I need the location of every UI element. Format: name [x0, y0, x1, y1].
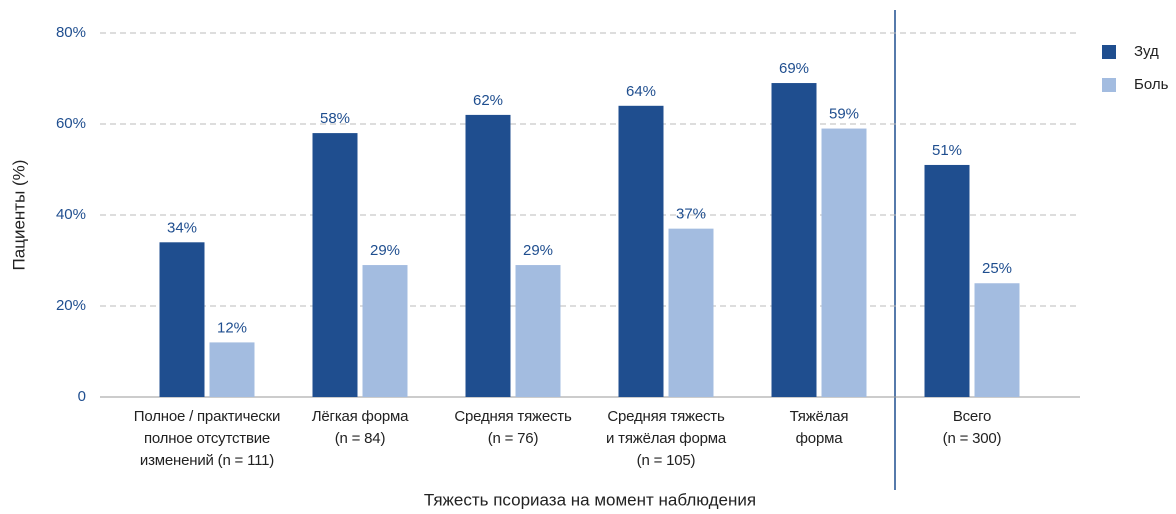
y-tick-label: 0: [78, 388, 86, 405]
value-label: 29%: [523, 242, 553, 259]
y-axis-label: Пациенты (%): [9, 160, 28, 271]
value-label: 62%: [473, 92, 503, 109]
bar: [362, 265, 408, 397]
value-label: 58%: [320, 110, 350, 127]
x-tick-label: Лёгкая форма (n = 84): [311, 408, 409, 447]
y-tick-label: 80%: [56, 24, 86, 41]
bar: [974, 283, 1020, 397]
bar: [159, 242, 205, 397]
value-label: 34%: [167, 219, 197, 236]
bar: [618, 105, 664, 398]
value-label: 64%: [626, 83, 656, 100]
bar: [771, 83, 817, 398]
value-label: 59%: [829, 106, 859, 123]
bar: [515, 265, 561, 397]
value-label: 29%: [370, 242, 400, 259]
bar: [465, 114, 511, 398]
x-tick-label: Полное / практически полное отсутствие и…: [133, 408, 281, 469]
bar: [209, 342, 255, 397]
legend-swatch: [1102, 45, 1116, 59]
value-label: 51%: [932, 142, 962, 159]
y-tick-label: 60%: [56, 115, 86, 132]
bar: [668, 228, 714, 397]
bar: [924, 164, 970, 397]
value-label: 37%: [676, 206, 706, 223]
x-tick-label: Тяжёлая форма: [789, 408, 849, 447]
legend-label: Боль: [1134, 76, 1169, 93]
bar: [312, 133, 358, 397]
x-tick-label: Средняя тяжесть (n = 76): [454, 408, 572, 447]
x-tick-label: Средняя тяжесть и тяжёлая форма (n = 105…: [606, 408, 726, 469]
bar: [821, 128, 867, 398]
value-label: 12%: [217, 319, 247, 336]
value-label: 25%: [982, 260, 1012, 277]
value-label: 69%: [779, 60, 809, 77]
legend-label: Зуд: [1134, 43, 1159, 60]
x-axis-label: Тяжесть псориаза на момент наблюдения: [424, 490, 756, 509]
legend-swatch: [1102, 78, 1116, 92]
y-tick-label: 40%: [56, 206, 86, 223]
x-tick-label: Всего (n = 300): [942, 408, 1002, 447]
y-tick-label: 20%: [56, 297, 86, 314]
